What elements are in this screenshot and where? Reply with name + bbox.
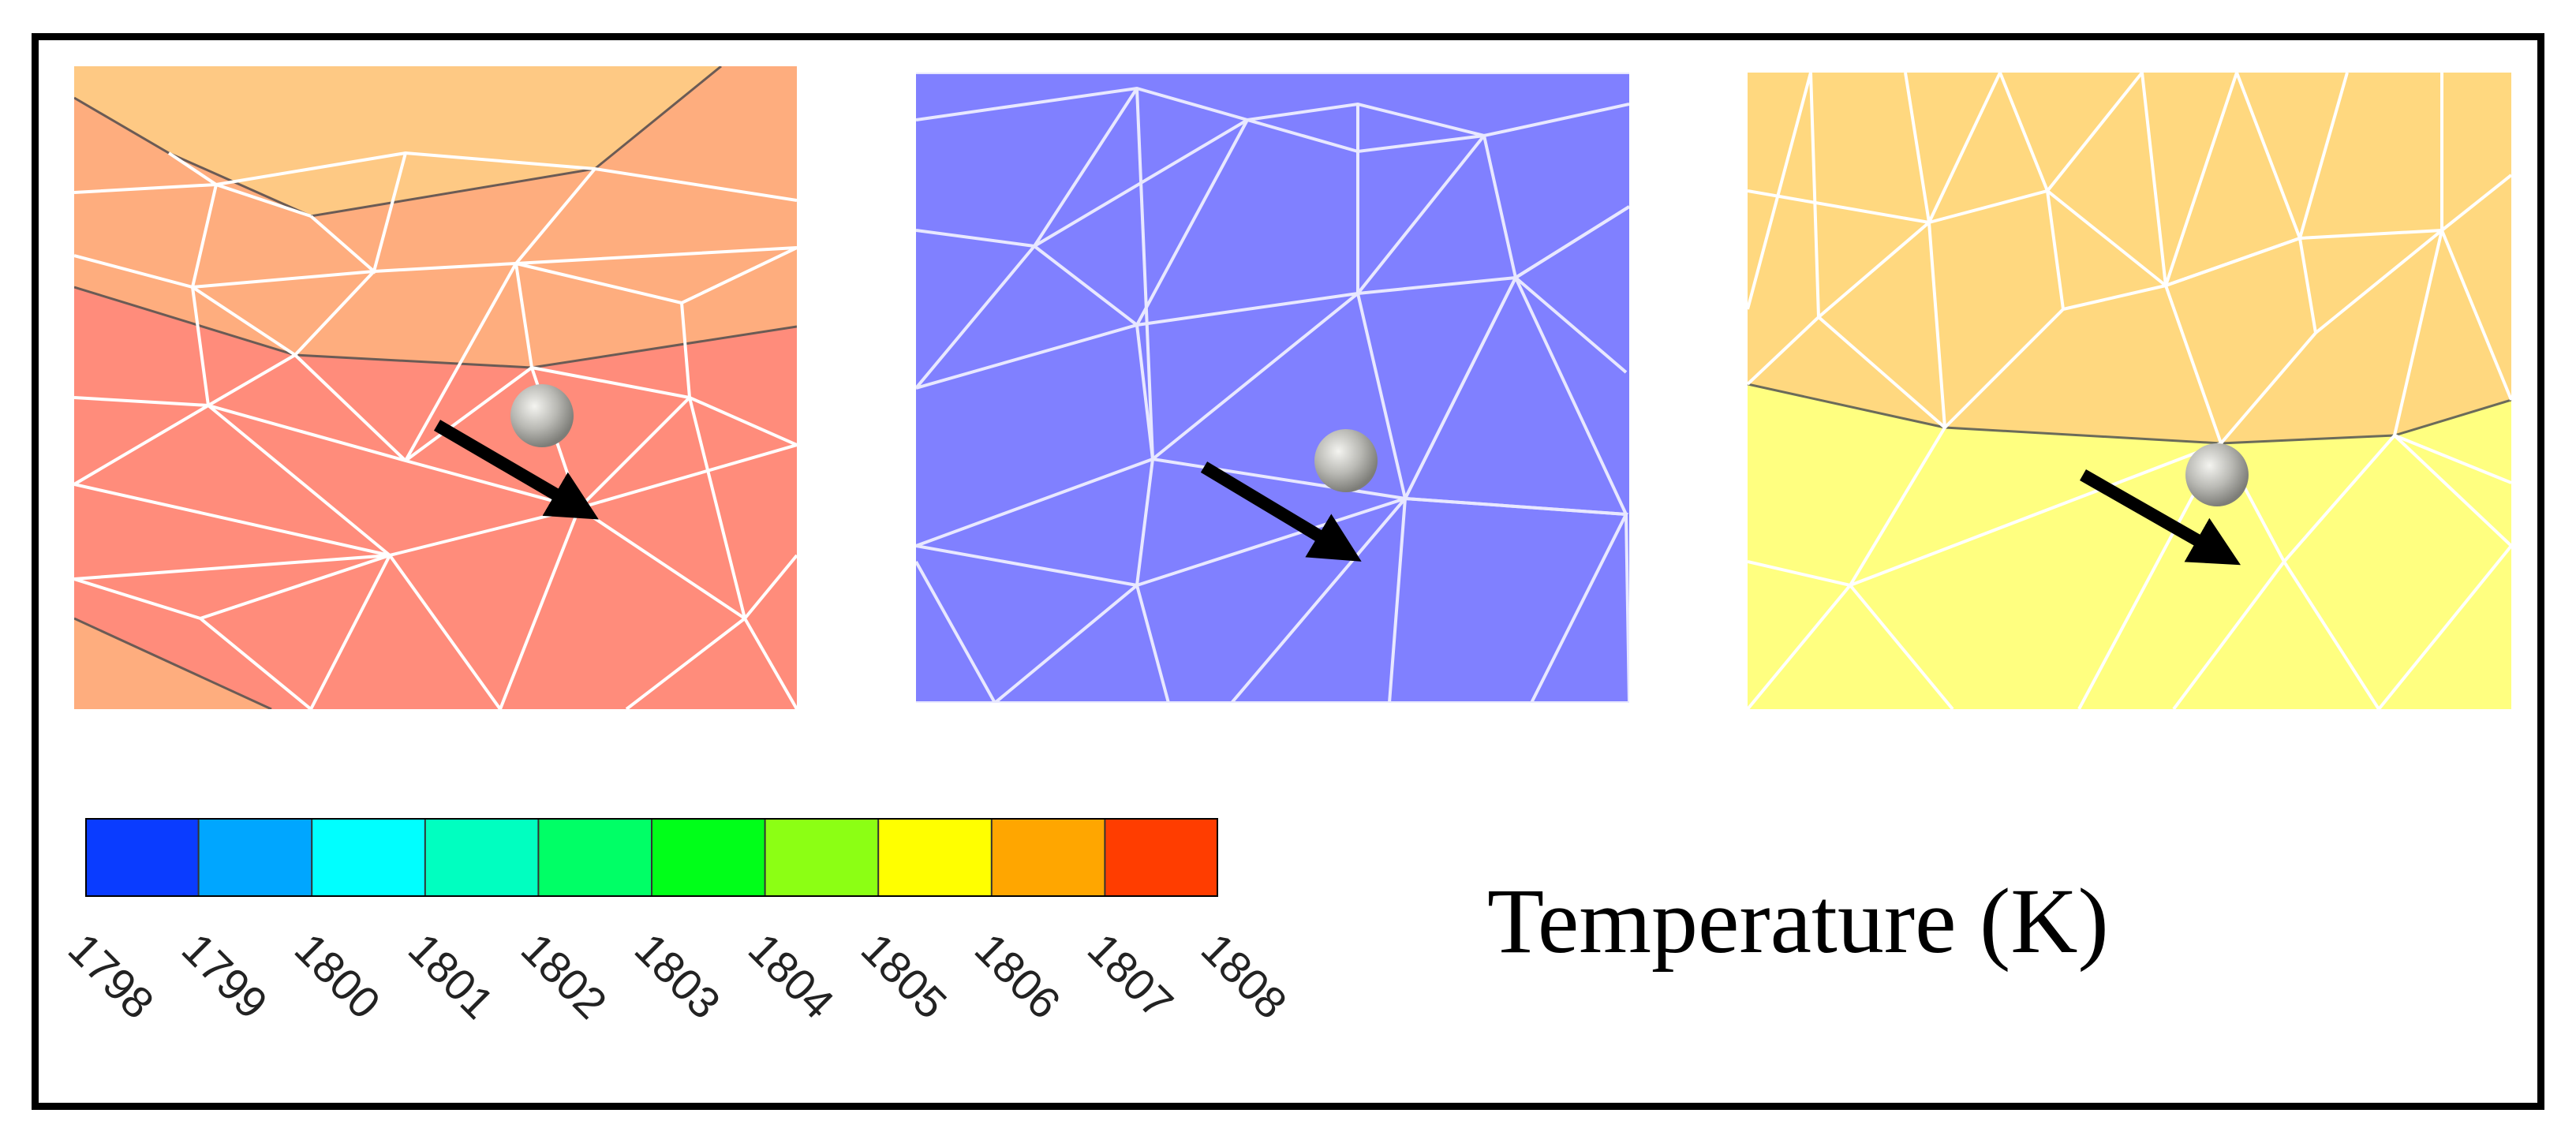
mesh-panel-right: [1748, 73, 2511, 709]
direction-arrow: [2080, 469, 2241, 566]
colorbar-cell: [1105, 818, 1218, 897]
colorbar-cell: [991, 818, 1105, 897]
mesh-lines: [74, 151, 797, 709]
colorbar-cell: [85, 818, 200, 897]
region-cold: [916, 73, 1629, 703]
colorbar-cell: [424, 818, 539, 897]
region-cool: [74, 66, 721, 216]
colorbar-cell: [878, 818, 993, 897]
mesh-lines: [916, 73, 1629, 703]
direction-arrow: [433, 420, 599, 520]
mesh-lines: [1748, 73, 2511, 709]
colorbar-cell: [652, 818, 766, 897]
colorbar-cell: [198, 818, 312, 897]
temperature-colorbar: [85, 818, 1218, 897]
legend-title: Temperature (K): [1487, 869, 2109, 973]
particle-sphere: [510, 384, 574, 447]
mesh-panel-left: [74, 66, 797, 709]
colorbar-cell: [538, 818, 652, 897]
colorbar-cell: [765, 818, 879, 897]
mesh-panel-middle: [916, 73, 1629, 703]
particle-sphere: [1314, 429, 1378, 492]
direction-arrow: [1200, 461, 1362, 562]
colorbar-cell: [312, 818, 426, 897]
particle-sphere: [2185, 443, 2249, 506]
